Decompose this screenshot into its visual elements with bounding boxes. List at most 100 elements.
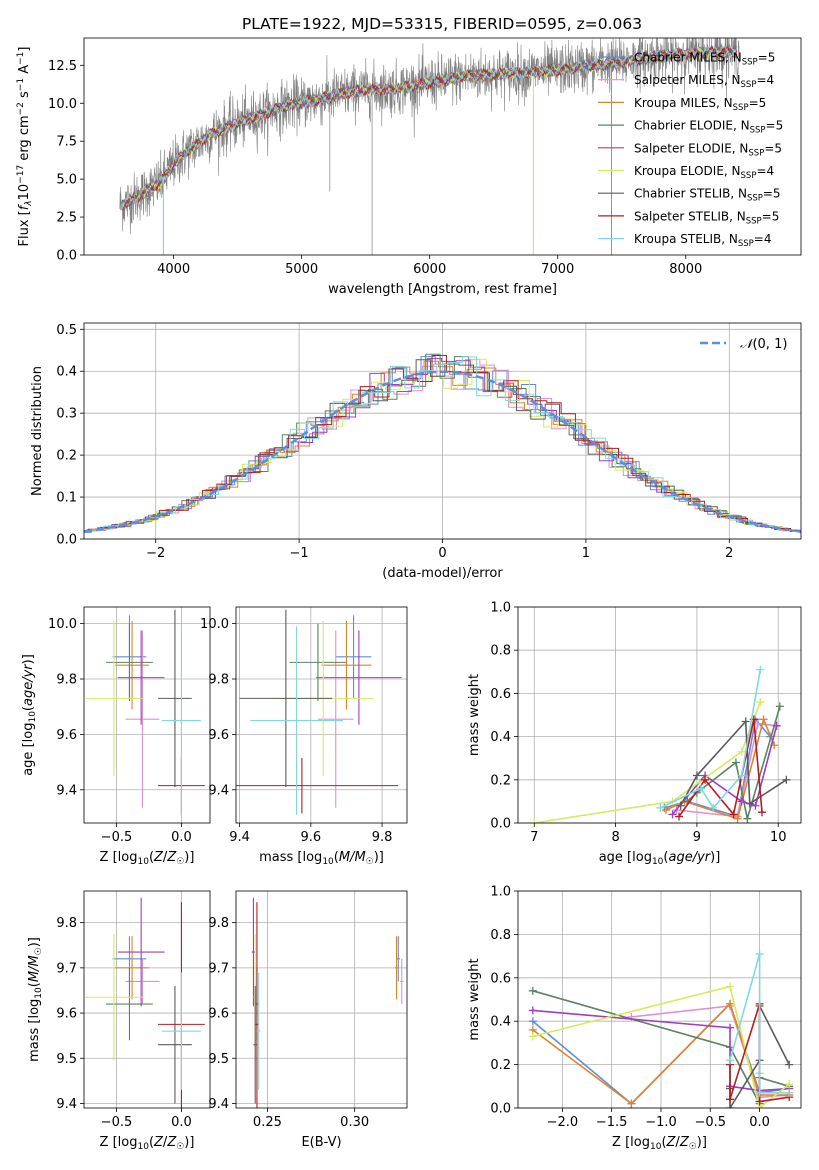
mass-weight-marker <box>745 799 754 808</box>
y-tick-label: 0.2 <box>490 1058 511 1073</box>
legend-item: Kroupa STELIB, NSSP=4 <box>598 232 772 249</box>
legend-item: Chabrier MILES, NSSP=5 <box>598 51 775 68</box>
age_vs_Z-panel: −0.5 0.0 9.4 9.6 9.8 10.0 Z [log10(Z/Z☉)] age [… <box>21 606 211 867</box>
legend-label: 𝒩(0, 1) <box>740 337 787 352</box>
mass-weight-marker <box>726 1023 735 1032</box>
residuals-panel: −2 −1 0 1 2 0.0 0.1 0.2 0.3 0.4 0.5 (data-model)/er… <box>30 322 802 581</box>
y-axis-label: Normed distribution <box>30 366 45 496</box>
x-axis-label: Z [log10(Z/Z☉)] <box>100 1135 195 1152</box>
y-tick-label: 0.4 <box>56 365 77 380</box>
mass-weight-marker <box>726 1104 735 1108</box>
y-tick-label: 7.5 <box>56 135 77 150</box>
y-axis-label: mass weight <box>467 958 482 1040</box>
y-tick-label: 0.6 <box>490 687 511 702</box>
x-tick-label: 9.8 <box>372 830 393 845</box>
y-tick-label: 12.5 <box>48 59 77 74</box>
x-tick-label: 0.0 <box>171 1115 192 1130</box>
x-tick-label: 7 <box>530 830 538 845</box>
x-axis-label: (data-model)/error <box>382 566 503 581</box>
x-axis-label: mass [log10(M/M☉)] <box>259 850 384 867</box>
mass-weight-line <box>532 985 790 1108</box>
y-tick-label: 9.4 <box>56 783 77 798</box>
y-tick-label: 5.0 <box>56 173 77 188</box>
x-tick-label: 0.25 <box>253 1115 282 1130</box>
figure-title: PLATE=1922, MJD=53315, FIBERID=0595, z=0… <box>242 15 642 33</box>
y-tick-label: 10.0 <box>48 97 77 112</box>
mass-weight-marker <box>726 999 735 1008</box>
legend-label: Salpeter ELODIE, NSSP=5 <box>634 141 782 158</box>
axes-frame <box>235 606 408 824</box>
y-tick-label: 9.4 <box>208 783 229 798</box>
mass-weight-marker <box>756 698 765 707</box>
y-tick-label: 9.4 <box>56 1097 77 1112</box>
mass-weight-marker <box>701 775 710 784</box>
x-tick-label: −0.5 <box>101 830 133 845</box>
x-tick-label: 4000 <box>157 262 190 277</box>
y-tick-label: 0.3 <box>56 407 77 422</box>
x-tick-label: −2 <box>146 546 165 561</box>
mass-weight-marker <box>755 1097 764 1106</box>
legend-label: Chabrier MILES, NSSP=5 <box>634 51 775 68</box>
legend-item: Salpeter ELODIE, NSSP=5 <box>598 141 782 158</box>
x-tick-label: 7000 <box>541 262 574 277</box>
x-axis-label: Z [log10(Z/Z☉)] <box>612 1135 707 1152</box>
mass-weight-marker <box>662 806 671 815</box>
mass-weight-marker <box>772 721 781 730</box>
legend-label: Salpeter STELIB, NSSP=5 <box>634 209 779 226</box>
y-tick-label: 9.6 <box>56 728 77 743</box>
residual-histogram <box>86 359 801 531</box>
x-tick-label: 9.4 <box>229 830 250 845</box>
x-tick-label: 2 <box>725 546 733 561</box>
x-tick-label: −1.5 <box>596 1115 628 1130</box>
y-tick-label: 0.0 <box>490 1102 511 1117</box>
mass-weight-marker <box>726 982 735 991</box>
legend-item: 𝒩(0, 1) <box>700 337 787 352</box>
y-tick-label: 0.1 <box>56 491 77 506</box>
y-axis-label: mass weight <box>467 674 482 756</box>
axes-frame <box>83 890 211 1109</box>
y-tick-label: 0.5 <box>56 323 77 338</box>
y-tick-label: 0.2 <box>56 449 77 464</box>
mass-weight-marker <box>755 949 764 958</box>
model-spectrum <box>122 45 738 209</box>
mass-weight-marker <box>785 1080 794 1089</box>
legend-label: Chabrier ELODIE, NSSP=5 <box>634 119 783 136</box>
y-tick-label: 0.0 <box>56 249 77 264</box>
axes-frame <box>83 37 802 256</box>
x-axis-label: wavelength [Angstrom, rest frame] <box>328 282 557 297</box>
mass-weight-marker <box>656 803 665 812</box>
mass-weight-marker <box>668 810 677 819</box>
x-tick-label: 8000 <box>669 262 702 277</box>
y-tick-label: 9.4 <box>208 1097 229 1112</box>
x-tick-label: 6000 <box>413 262 446 277</box>
mass-weight-marker <box>731 758 740 767</box>
x-tick-label: 9 <box>693 830 701 845</box>
y-tick-label: 9.8 <box>56 916 77 931</box>
mass-weight-marker <box>528 1006 537 1015</box>
legend-label: Kroupa ELODIE, NSSP=4 <box>634 164 774 181</box>
x-tick-label: −1.0 <box>645 1115 677 1130</box>
mass-weight-marker <box>753 719 762 728</box>
y-tick-label: 9.6 <box>56 1007 77 1022</box>
y-tick-label: 9.6 <box>208 1007 229 1022</box>
y-tick-label: 9.6 <box>208 728 229 743</box>
y-tick-label: 2.5 <box>56 211 77 226</box>
mass_vs_Z-panel: −0.5 0.0 9.4 9.5 9.6 9.7 9.8 Z [log10(Z/Z☉)] mas… <box>27 890 211 1152</box>
x-tick-label: −0.5 <box>101 1115 133 1130</box>
y-tick-label: 1.0 <box>490 885 511 900</box>
mass-weight-marker <box>692 771 701 780</box>
y-tick-label: 1.0 <box>490 601 511 616</box>
mass-weight-marker <box>755 1069 764 1078</box>
age_vs_mass-panel: 9.4 9.6 9.8 9.4 9.6 9.8 10.0 mass [log10(M/M☉)] <box>200 606 408 867</box>
y-tick-label: 9.8 <box>56 673 77 688</box>
x-tick-label: 9.6 <box>300 830 321 845</box>
mass-weight-marker <box>756 665 765 674</box>
x-tick-label: −2.0 <box>547 1115 579 1130</box>
gaussian-curve <box>84 370 801 533</box>
y-tick-label: 0.0 <box>56 533 77 548</box>
mass-weight-marker <box>696 784 705 793</box>
mass-weight-marker <box>733 814 742 823</box>
y-tick-label: 10.0 <box>48 617 77 632</box>
mass-weight-marker <box>751 801 760 810</box>
